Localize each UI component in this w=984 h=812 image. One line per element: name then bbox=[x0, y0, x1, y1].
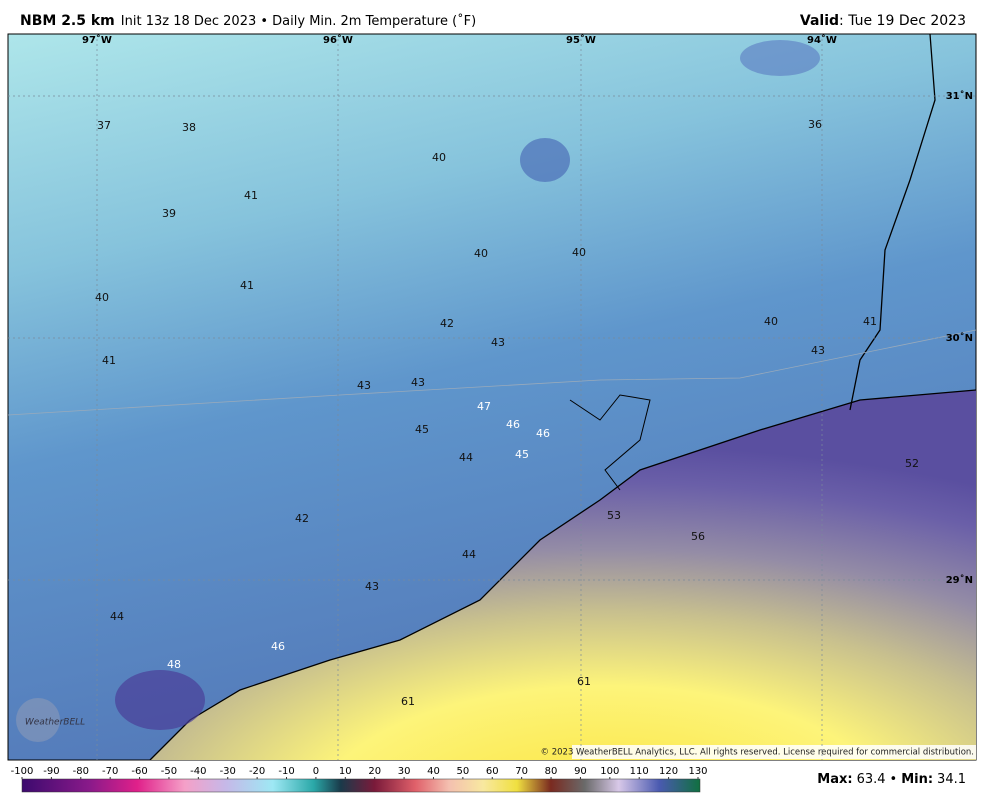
temperature-label: 44 bbox=[110, 610, 124, 623]
separator: • bbox=[890, 772, 898, 787]
temperature-label: 53 bbox=[607, 509, 621, 522]
coastline bbox=[149, 389, 977, 761]
temperature-label: 61 bbox=[401, 695, 415, 708]
lon-label: 97˚W bbox=[82, 34, 112, 46]
temperature-label: 45 bbox=[515, 448, 529, 461]
colorbar-tick-label: -90 bbox=[43, 766, 59, 777]
colorbar bbox=[21, 778, 701, 793]
temperature-label: 40 bbox=[95, 291, 109, 304]
colorbar-tick-label: 70 bbox=[515, 766, 528, 777]
colorbar-tick-label: 100 bbox=[600, 766, 619, 777]
lat-label: 29˚N bbox=[946, 574, 973, 586]
valid-line: Valid: Tue 19 Dec 2023 bbox=[800, 13, 966, 29]
temperature-label: 43 bbox=[365, 580, 379, 593]
warm-spot bbox=[115, 670, 205, 730]
min-value: 34.1 bbox=[937, 772, 966, 787]
colorbar-tick-label: -10 bbox=[278, 766, 294, 777]
temperature-label: 39 bbox=[162, 207, 176, 220]
colorbar-tick-label: 130 bbox=[688, 766, 707, 777]
colorbar-tick-label: 60 bbox=[486, 766, 499, 777]
temperature-label: 37 bbox=[97, 119, 111, 132]
valid-label: Valid bbox=[800, 13, 839, 29]
title: NBM 2.5 km bbox=[20, 13, 115, 29]
temperature-label: 40 bbox=[432, 151, 446, 164]
colorbar-tick-label: 10 bbox=[339, 766, 352, 777]
max-label: Max: bbox=[817, 772, 852, 787]
colorbar-tick-label: 0 bbox=[313, 766, 319, 777]
colorbar-tick-label: 90 bbox=[574, 766, 587, 777]
temperature-label: 43 bbox=[491, 336, 505, 349]
subtitle: Init 13z 18 Dec 2023 • Daily Min. 2m Tem… bbox=[121, 13, 476, 29]
colorbar-tick-label: -40 bbox=[190, 766, 206, 777]
temperature-label: 47 bbox=[477, 400, 491, 413]
min-label: Min: bbox=[901, 772, 933, 787]
county-line bbox=[7, 329, 977, 416]
temperature-label: 56 bbox=[691, 530, 705, 543]
colorbar-tick-label: 20 bbox=[368, 766, 381, 777]
temperature-label: 40 bbox=[474, 247, 488, 260]
temperature-label: 43 bbox=[357, 379, 371, 392]
lon-label: 94˚W bbox=[807, 34, 837, 46]
temperature-label: 61 bbox=[577, 675, 591, 688]
max-value: 63.4 bbox=[857, 772, 886, 787]
valid-date: : Tue 19 Dec 2023 bbox=[839, 13, 966, 29]
gulf bbox=[150, 390, 976, 760]
temperature-label: 46 bbox=[536, 427, 550, 440]
temperature-label: 38 bbox=[182, 121, 196, 134]
colorbar-tick-label: 120 bbox=[659, 766, 678, 777]
state-border bbox=[849, 33, 936, 411]
temperature-label: 41 bbox=[240, 279, 254, 292]
temperature-label: 41 bbox=[102, 354, 116, 367]
temperature-label: 41 bbox=[244, 189, 258, 202]
colorbar-tick-label: -30 bbox=[220, 766, 236, 777]
temperature-label: 40 bbox=[764, 315, 778, 328]
temperature-label: 52 bbox=[905, 457, 919, 470]
temperature-label: 43 bbox=[811, 344, 825, 357]
lat-label: 30˚N bbox=[946, 332, 973, 344]
temperature-label: 43 bbox=[411, 376, 425, 389]
colorbar-tick-label: -70 bbox=[102, 766, 118, 777]
stats: Max: 63.4 • Min: 34.1 bbox=[817, 772, 966, 787]
temperature-label: 42 bbox=[440, 317, 454, 330]
colorbar-tick-label: 40 bbox=[427, 766, 440, 777]
temperature-label: 42 bbox=[295, 512, 309, 525]
colorbar-tick-label: 50 bbox=[457, 766, 470, 777]
colorbar-tick-label: 110 bbox=[630, 766, 649, 777]
temperature-label: 41 bbox=[863, 315, 877, 328]
logo: WeatherBELL bbox=[16, 698, 85, 742]
colorbar-tick-label: -50 bbox=[161, 766, 177, 777]
title-line: NBM 2.5 km Init 13z 18 Dec 2023 • Daily M… bbox=[20, 13, 476, 30]
temperature-label: 46 bbox=[506, 418, 520, 431]
logo-text: WeatherBELL bbox=[25, 718, 85, 728]
temperature-label: 36 bbox=[808, 118, 822, 131]
colorbar-tick-label: -100 bbox=[11, 766, 34, 777]
temperature-label: 44 bbox=[459, 451, 473, 464]
temperature-label: 45 bbox=[415, 423, 429, 436]
lat-label: 31˚N bbox=[946, 90, 973, 102]
temperature-label: 40 bbox=[572, 246, 586, 259]
copyright-bg bbox=[572, 745, 976, 759]
colorbar-tick-label: -60 bbox=[131, 766, 147, 777]
temperature-label: 44 bbox=[462, 548, 476, 561]
colorbar-tick-label: -20 bbox=[249, 766, 265, 777]
copyright: © 2023 WeatherBELL Analytics, LLC. All r… bbox=[541, 748, 974, 758]
colorbar-tick-label: 80 bbox=[545, 766, 558, 777]
temperature-label: 48 bbox=[167, 658, 181, 671]
temperature-label: 46 bbox=[271, 640, 285, 653]
colorbar-tick-label: 30 bbox=[398, 766, 411, 777]
colorbar-tick-label: -80 bbox=[73, 766, 89, 777]
lon-label: 95˚W bbox=[566, 34, 596, 46]
lon-label: 96˚W bbox=[323, 34, 353, 46]
cold-spot bbox=[740, 40, 820, 76]
cold-spot bbox=[520, 138, 570, 182]
bay bbox=[569, 394, 651, 491]
